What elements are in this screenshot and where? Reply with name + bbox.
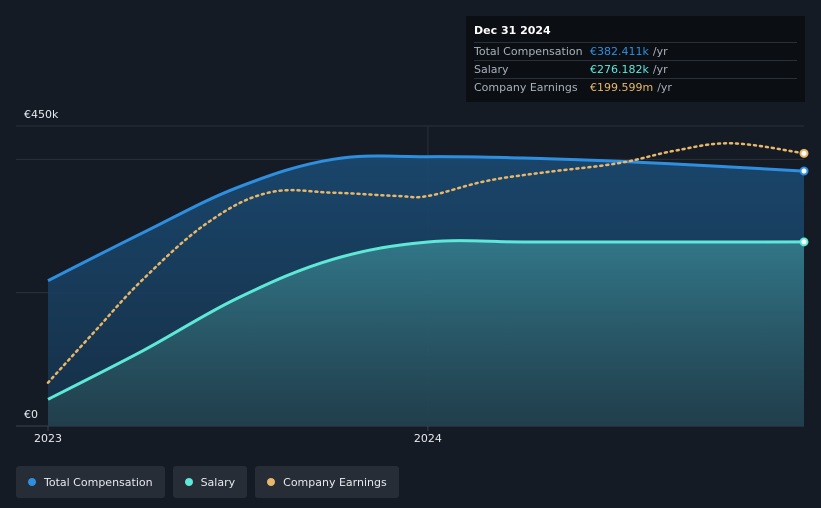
tooltip-label: Salary xyxy=(474,63,509,76)
tooltip-unit: /yr xyxy=(652,63,668,76)
tooltip-label: Company Earnings xyxy=(474,81,578,94)
tooltip-unit: /yr xyxy=(652,45,668,58)
x-tick-label: 2023 xyxy=(34,432,62,445)
y-tick-label: €0 xyxy=(24,408,38,421)
company-earnings-marker xyxy=(799,148,809,158)
tooltip-row-salary: Salary €276.182k /yr xyxy=(474,60,797,78)
total-compensation-line xyxy=(47,154,805,283)
legend-label: Salary xyxy=(200,475,236,489)
tooltip-value: €276.182k xyxy=(590,63,649,76)
chart-legend: Total Compensation Salary Company Earnin… xyxy=(16,466,399,498)
x-tick-label: 2024 xyxy=(414,432,442,445)
legend-label: Total Compensation xyxy=(44,475,153,489)
tooltip-label: Total Compensation xyxy=(474,45,583,58)
legend-dot-icon xyxy=(184,478,193,486)
salary-area xyxy=(48,240,804,426)
salary-line xyxy=(47,239,805,401)
tooltip-date: Dec 31 2024 xyxy=(474,24,551,37)
hover-tooltip: Dec 31 2024 Total Compensation €382.411k… xyxy=(466,16,805,102)
company-earnings-line xyxy=(46,142,806,384)
salary-marker xyxy=(799,237,809,247)
legend-dot-icon xyxy=(28,478,36,486)
tooltip-row-company-earnings: Company Earnings €199.599m /yr xyxy=(474,78,797,96)
tooltip-row-total-compensation: Total Compensation €382.411k /yr xyxy=(474,42,797,60)
legend-item-total-compensation[interactable]: Total Compensation xyxy=(16,466,165,498)
total-compensation-marker xyxy=(799,166,809,176)
tooltip-value: €382.411k xyxy=(590,45,649,58)
tooltip-unit: /yr xyxy=(657,81,672,94)
legend-dot-icon xyxy=(267,478,276,486)
tooltip-value: €199.599m xyxy=(590,81,654,94)
legend-label: Company Earnings xyxy=(283,475,387,489)
legend-item-salary[interactable]: Salary xyxy=(172,466,248,498)
y-tick-label: €450k xyxy=(24,108,59,121)
legend-item-company-earnings[interactable]: Company Earnings xyxy=(255,466,399,498)
